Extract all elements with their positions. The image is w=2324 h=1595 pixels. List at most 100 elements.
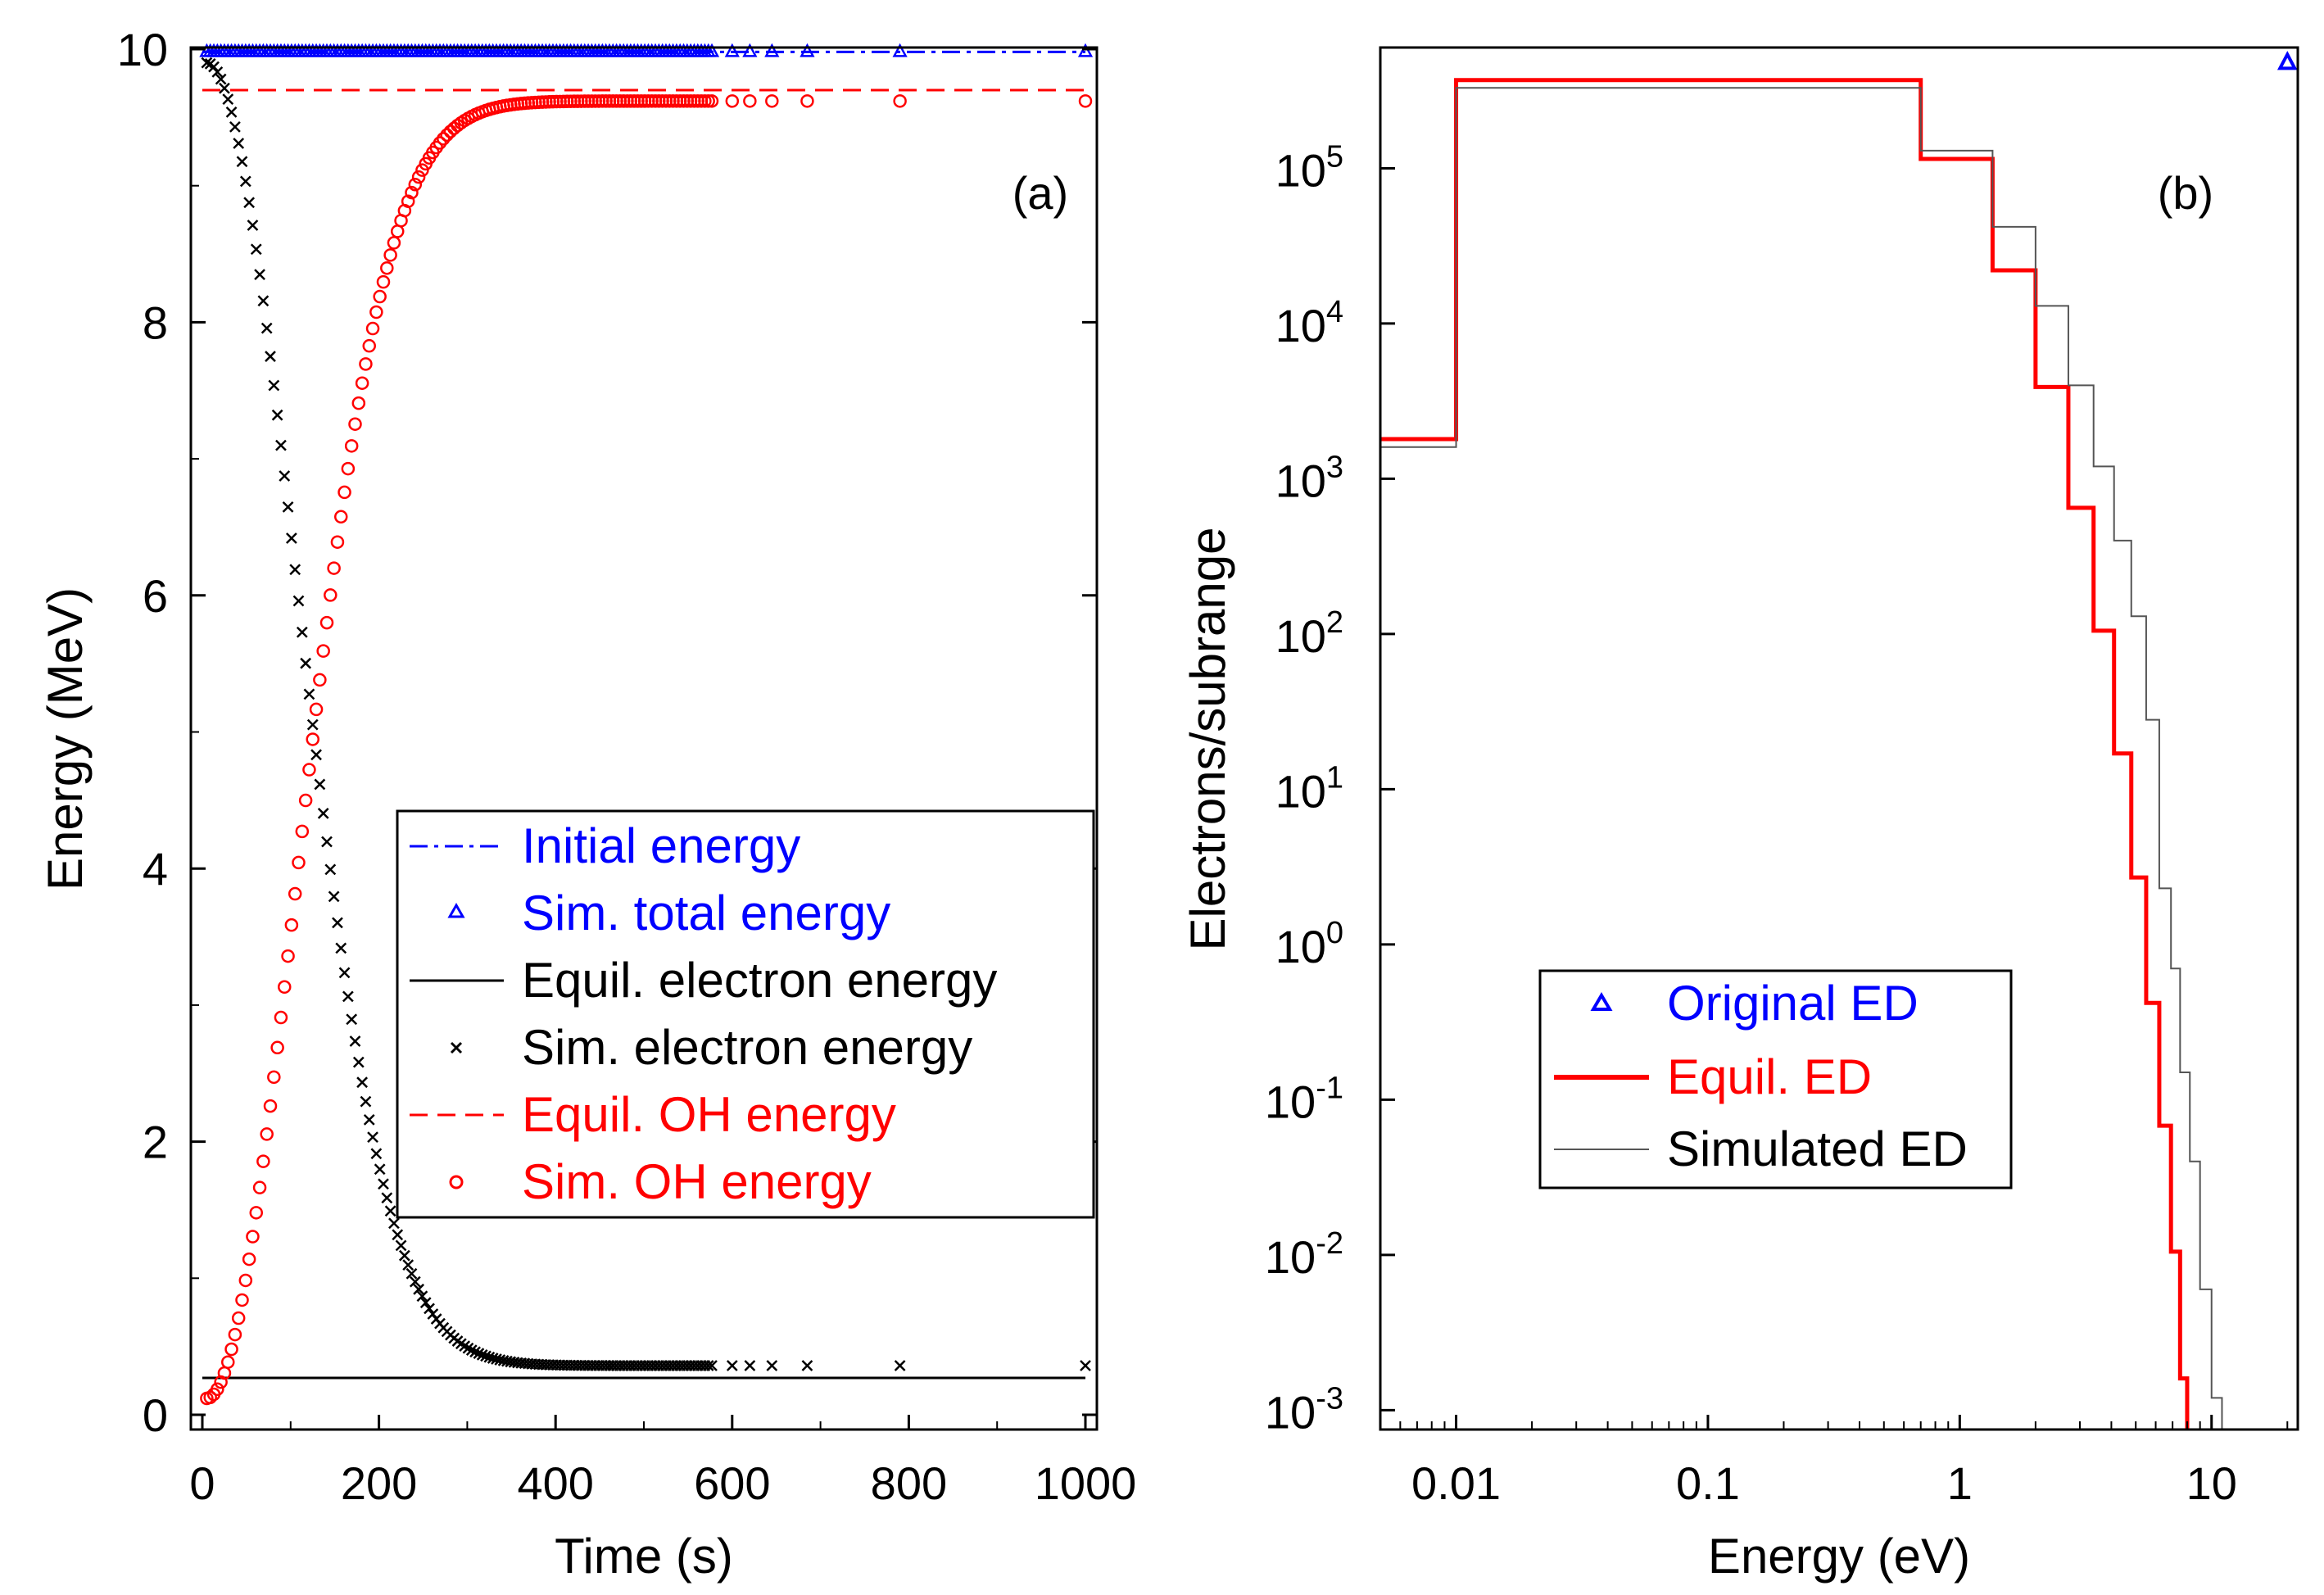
point-sim-electron-energy — [381, 1192, 393, 1204]
point-sim-oh-energy — [704, 94, 719, 108]
point-sim-oh-energy — [440, 128, 454, 142]
point-sim-electron-energy — [300, 657, 312, 669]
tick-base: 10 — [1265, 1386, 1316, 1438]
point-sim-electron-energy — [289, 564, 301, 576]
legend-label-equil-ed: Equil. ED — [1667, 1049, 1872, 1104]
panel-a-legend-box — [396, 809, 1095, 1219]
point-sim-oh-energy — [316, 644, 330, 658]
point-sim-oh-energy — [309, 702, 324, 717]
point-sim-oh-energy — [231, 1311, 246, 1325]
point-sim-electron-energy — [257, 295, 270, 307]
legend-marker-total-energy — [447, 902, 465, 918]
tick-base: 10 — [1265, 1076, 1316, 1127]
point-sim-oh-energy — [765, 94, 779, 108]
panel-a-y-tick-label: 8 — [143, 297, 168, 348]
legend-label-simulated-ed: Simulated ED — [1667, 1121, 1968, 1176]
point-sim-electron-energy — [296, 626, 308, 638]
tick-base: 10 — [1275, 300, 1326, 351]
point-sim-electron-energy — [801, 1360, 813, 1371]
point-sim-oh-energy — [252, 1180, 267, 1194]
panel-a-tag: (a) — [1013, 167, 1068, 219]
tick-base: 10 — [1275, 144, 1326, 196]
point-sim-oh-energy — [408, 177, 423, 192]
point-sim-electron-energy — [424, 1303, 435, 1315]
legend-label-oh-energy: Sim. OH energy — [522, 1154, 872, 1209]
point-sim-electron-energy — [260, 322, 273, 334]
point-sim-electron-energy — [378, 1178, 389, 1190]
point-sim-electron-energy — [285, 532, 297, 544]
point-sim-electron-energy — [374, 1163, 386, 1176]
point-sim-oh-energy — [235, 1293, 249, 1307]
legend-label-equil-oh-energy: Equil. OH energy — [522, 1087, 896, 1142]
point-sim-electron-energy — [236, 156, 248, 168]
point-sim-oh-energy — [281, 949, 295, 963]
panel-a-x-tick-label: 200 — [341, 1457, 417, 1509]
series-equil-ed — [1380, 78, 2190, 1430]
point-sim-electron-energy — [222, 93, 234, 106]
point-sim-electron-energy — [413, 1283, 424, 1295]
point-sim-oh-energy — [224, 1342, 238, 1357]
point-sim-electron-energy — [282, 501, 294, 513]
point-sim-electron-energy — [254, 269, 265, 280]
point-sim-oh-energy — [376, 274, 391, 289]
panel-b-legend: Original ED Equil. ED Simulated ED — [1538, 969, 2013, 1189]
panel-b-y-tick-label: 105 — [1275, 139, 1343, 196]
point-sim-oh-energy — [401, 194, 415, 208]
panel-b-tag: (b) — [2158, 167, 2213, 219]
point-sim-oh-energy — [362, 338, 376, 353]
point-sim-oh-energy — [274, 1010, 288, 1025]
point-sim-electron-energy — [427, 1308, 439, 1320]
series-simulated-ed — [1380, 87, 2223, 1430]
point-sim-oh-energy — [365, 321, 380, 336]
panel-a-legend: Initial energy Sim. total energy Equil. … — [396, 809, 1095, 1219]
point-sim-oh-energy — [221, 1355, 235, 1369]
point-sim-oh-energy — [302, 763, 316, 777]
point-sim-electron-energy — [409, 1276, 421, 1288]
panel-b-y-tick-label: 10-3 — [1265, 1381, 1343, 1438]
point-sim-oh-energy — [383, 248, 397, 262]
point-sim-electron-energy — [208, 61, 220, 73]
point-sim-electron-energy — [225, 106, 238, 118]
legend-label-equil-electron-energy: Equil. electron energy — [522, 953, 997, 1008]
point-sim-electron-energy — [744, 1360, 756, 1371]
tick-exponent: 4 — [1326, 295, 1343, 329]
point-sim-electron-energy — [1080, 1360, 1091, 1371]
tick-exponent: 2 — [1326, 605, 1343, 640]
point-sim-oh-energy — [267, 1070, 281, 1085]
tick-exponent: -1 — [1316, 1071, 1343, 1105]
point-sim-electron-energy — [706, 1360, 718, 1371]
point-sim-oh-energy — [313, 673, 327, 687]
point-sim-electron-energy — [388, 1217, 400, 1230]
panel-a-ticks: 0 200 400 600 800 1000 0 2 4 6 8 10 — [117, 24, 1137, 1509]
point-sim-electron-energy — [243, 197, 256, 209]
panel-a-x-tick-label: 1000 — [1035, 1457, 1137, 1509]
point-sim-electron-energy — [233, 138, 245, 149]
point-sim-oh-energy — [211, 1382, 224, 1397]
point-sim-oh-energy — [298, 793, 313, 808]
point-sim-oh-energy — [348, 417, 362, 431]
point-sim-oh-energy — [433, 136, 447, 150]
point-sim-oh-energy — [800, 94, 814, 108]
point-sim-electron-energy — [239, 175, 251, 188]
point-sim-total-energy — [742, 43, 758, 57]
point-sim-oh-energy — [437, 132, 451, 146]
point-sim-oh-energy — [373, 289, 387, 304]
tick-base: 10 — [1275, 455, 1326, 506]
point-sim-oh-energy — [295, 824, 310, 839]
legend-label-initial-energy: Initial energy — [522, 818, 800, 873]
point-sim-electron-energy — [726, 1360, 738, 1371]
panel-a-y-tick-label: 10 — [117, 24, 168, 75]
point-sim-electron-energy — [279, 470, 291, 482]
panel-a-y-tick-label: 2 — [143, 1117, 168, 1168]
point-sim-total-energy — [764, 43, 780, 57]
point-sim-oh-energy — [743, 94, 757, 108]
point-sim-electron-energy — [328, 890, 340, 903]
point-sim-oh-energy — [411, 170, 426, 184]
point-sim-electron-energy — [268, 379, 280, 392]
point-sim-electron-energy — [211, 66, 224, 78]
point-sim-electron-energy — [342, 990, 354, 1003]
point-sim-electron-energy — [292, 595, 305, 607]
tick-exponent: -3 — [1316, 1381, 1343, 1416]
panel-a-x-tick-label: 0 — [189, 1457, 215, 1509]
point-sim-electron-energy — [250, 243, 262, 256]
